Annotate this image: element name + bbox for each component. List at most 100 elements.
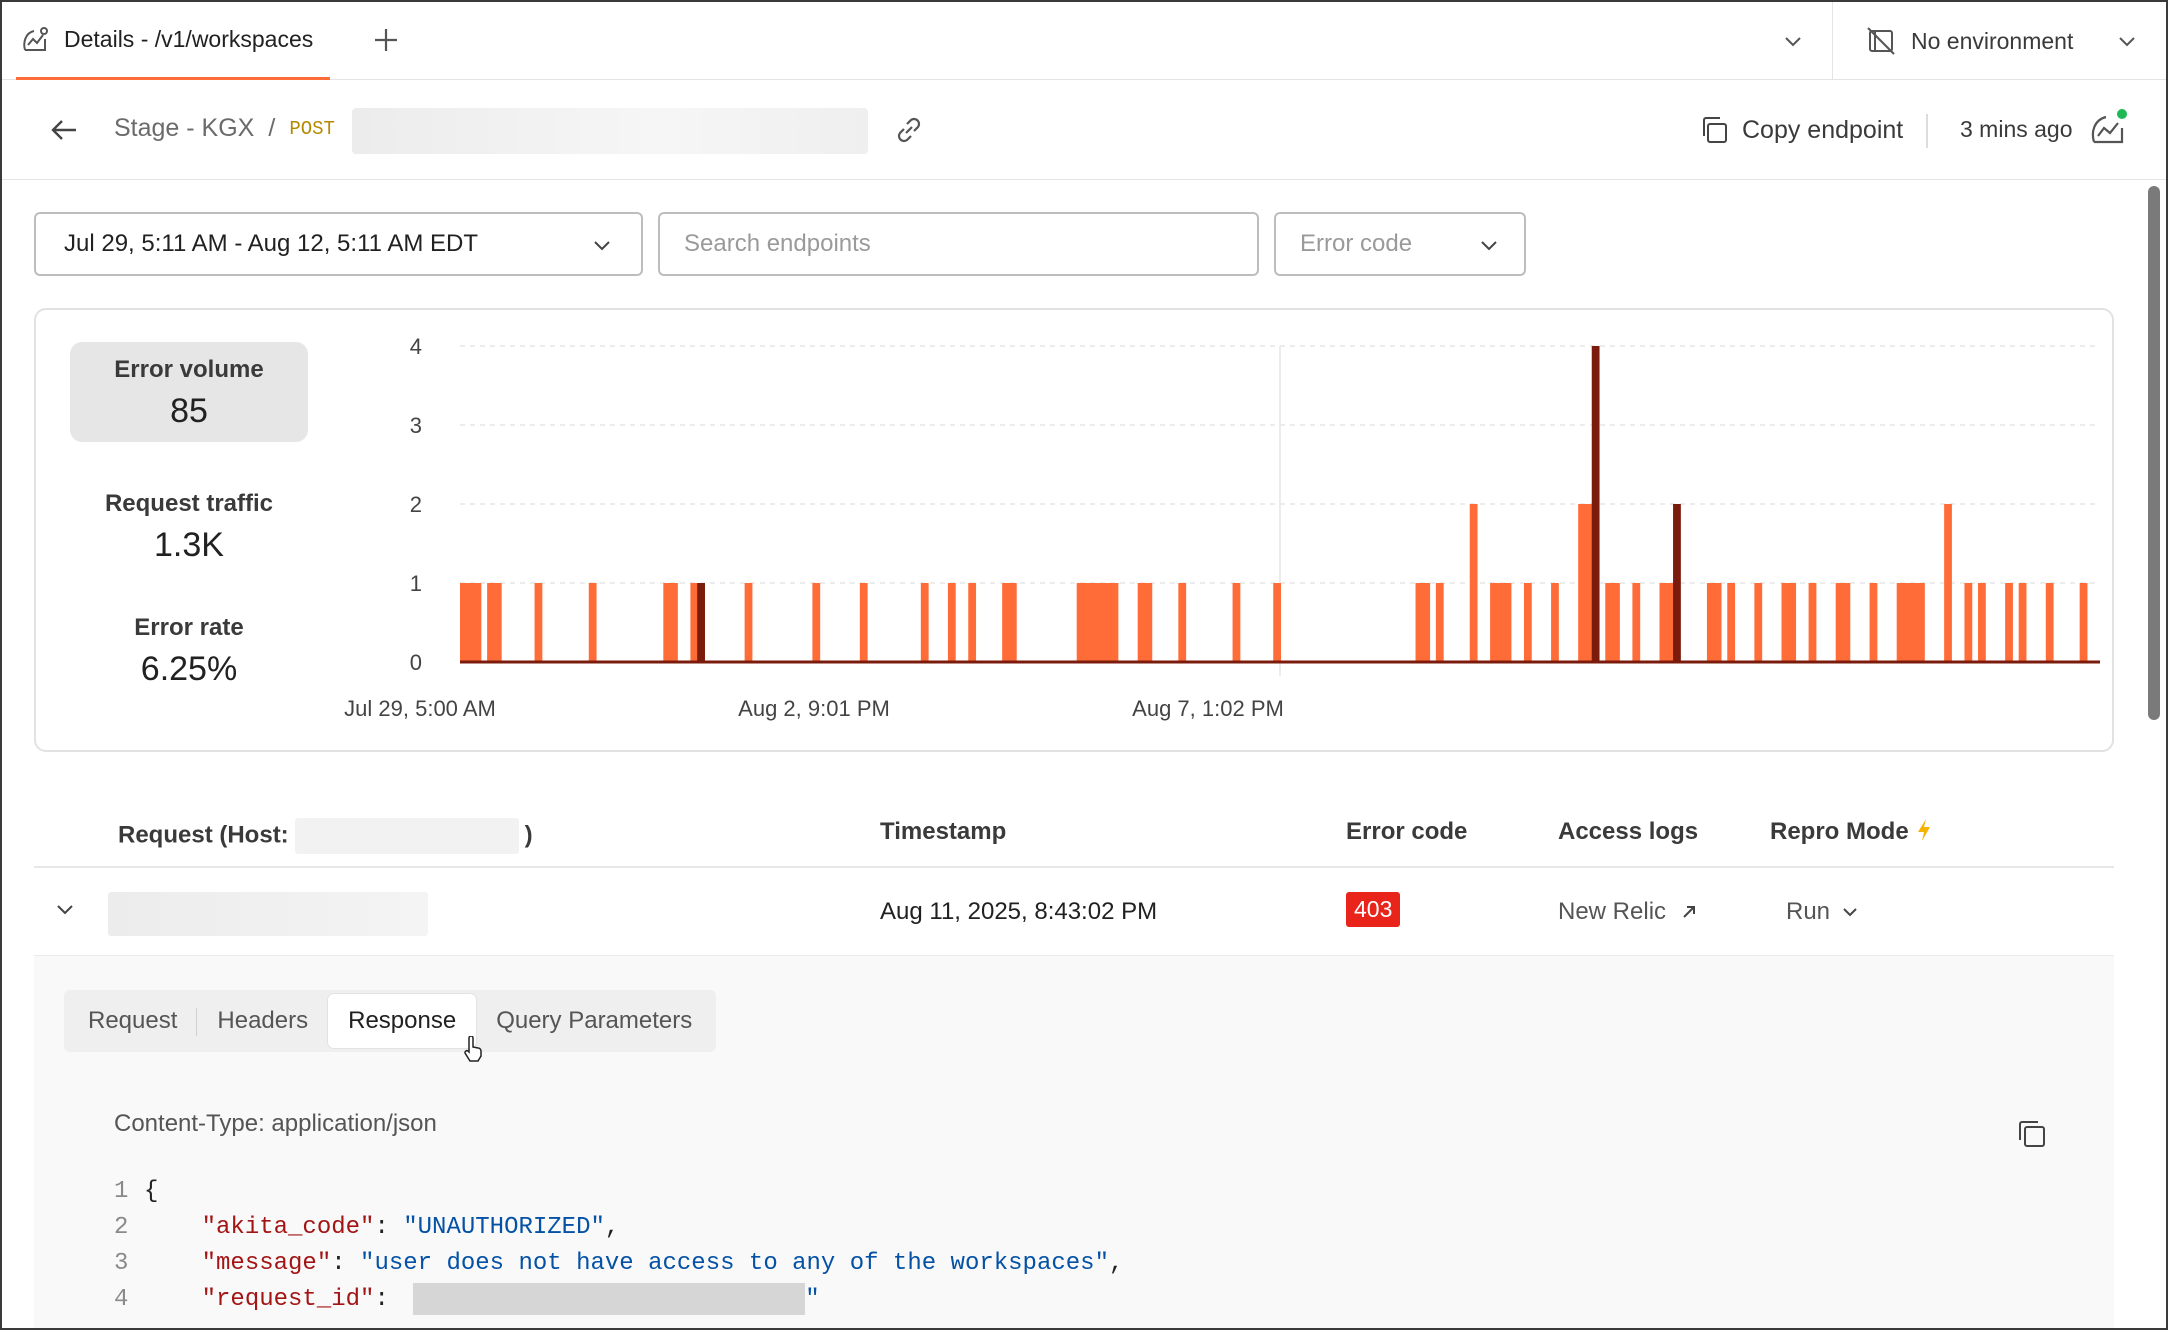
json-key: "akita_code": [201, 1214, 375, 1241]
environment-label: No environment: [1911, 27, 2074, 54]
copy-endpoint-button[interactable]: Copy endpoint: [1698, 114, 1903, 146]
json-key: "message": [201, 1250, 332, 1277]
col-request-label: Request (Host:: [118, 821, 289, 849]
bar: [670, 583, 678, 662]
bar: [1706, 583, 1715, 662]
last-updated: 3 mins ago: [1960, 116, 2073, 142]
bar: [1469, 504, 1478, 662]
tab-request[interactable]: Request: [68, 994, 198, 1048]
environment-selector[interactable]: No environment: [1832, 2, 2166, 80]
col-request: Request (Host:): [118, 818, 533, 854]
error-code-placeholder: Error code: [1300, 230, 1413, 257]
request-traffic-tab[interactable]: Request traffic 1.3K: [70, 490, 308, 565]
col-timestamp[interactable]: Timestamp: [880, 818, 1007, 845]
plus-icon: [375, 29, 397, 51]
bar: [1232, 583, 1241, 662]
tab-details-workspaces[interactable]: Details - /v1/workspaces: [16, 2, 330, 80]
bar: [1578, 504, 1586, 662]
bar: [1659, 583, 1668, 662]
bar: [1137, 583, 1146, 662]
y-tick-label: 3: [410, 413, 422, 438]
bar: [588, 583, 597, 662]
col-error-code[interactable]: Error code: [1346, 818, 1468, 845]
host-redacted: [294, 818, 519, 854]
chevron-down-icon: [1481, 241, 1497, 251]
bar: [1713, 583, 1722, 662]
bar: [1964, 583, 1973, 662]
code-text: {: [144, 1178, 159, 1205]
bar: [812, 583, 821, 662]
error-volume-tab[interactable]: Error volume 85: [70, 342, 308, 442]
scrollbar[interactable]: [2148, 186, 2160, 720]
bar: [690, 583, 699, 662]
tab-label: Details - /v1/workspaces: [64, 26, 314, 52]
back-arrow-icon[interactable]: [46, 112, 82, 148]
tab-response[interactable]: Response: [328, 994, 477, 1048]
new-tab-button[interactable]: [368, 22, 404, 58]
code-line: 2 "akita_code": "UNAUTHORIZED",: [114, 1214, 620, 1241]
bar: [534, 583, 543, 662]
tab-query-parameters[interactable]: Query Parameters: [496, 1007, 693, 1034]
request-path-redacted: [108, 892, 428, 936]
error-rate-tab[interactable]: Error rate 6.25%: [70, 614, 308, 689]
bar: [1673, 504, 1681, 662]
bar: [460, 583, 468, 662]
link-icon[interactable]: [890, 111, 928, 149]
bar: [1835, 583, 1844, 662]
table-row[interactable]: Aug 11, 2025, 8:43:02 PM 403 New Relic R…: [34, 868, 2114, 956]
table-header: Request (Host:) Timestamp Error code Acc…: [34, 802, 2114, 868]
copy-icon[interactable]: [2014, 1116, 2050, 1152]
bar: [1666, 583, 1675, 662]
bar: [2018, 583, 2027, 662]
code-line: 4 "request_id": ": [114, 1282, 1123, 1318]
bar: [947, 583, 956, 662]
monitor-status-icon[interactable]: [2086, 106, 2130, 150]
no-environment-icon: [1867, 27, 1895, 55]
error-code-badge: 403: [1346, 892, 1401, 927]
bar: [1727, 583, 1736, 662]
bar: [1944, 504, 1952, 662]
bar: [487, 583, 495, 662]
breadcrumb-collection[interactable]: Stage - KGX: [114, 114, 255, 142]
date-range-selector[interactable]: Jul 29, 5:11 AM - Aug 12, 5:11 AM EDT: [34, 212, 643, 276]
bar: [1754, 583, 1763, 662]
tab-headers[interactable]: Headers: [217, 1007, 309, 1034]
y-tick-label: 2: [410, 492, 422, 517]
method-badge: POST: [289, 117, 335, 140]
divider: [1926, 114, 1928, 148]
bar: [1083, 583, 1092, 662]
col-repro-mode-label: Repro Mode: [1770, 818, 1909, 845]
bar: [1103, 583, 1112, 662]
bar: [1910, 583, 1919, 662]
detail-tabs: Request Headers Response Query Parameter…: [64, 990, 717, 1052]
bar: [1008, 583, 1017, 662]
col-access-logs: Access logs: [1558, 818, 1699, 845]
search-endpoints-input[interactable]: Search endpoints: [658, 212, 1259, 276]
json-key: "request_id": [201, 1286, 375, 1313]
chevron-down-icon[interactable]: [1778, 26, 1808, 56]
lightning-icon: [1918, 819, 1931, 841]
col-repro-mode: Repro Mode: [1770, 818, 1933, 846]
x-tick-label: Aug 7, 1:02 PM: [1132, 696, 1284, 721]
bar: [1632, 583, 1641, 662]
bar: [473, 583, 482, 662]
search-placeholder: Search endpoints: [684, 230, 871, 257]
bar: [1896, 583, 1905, 662]
bar: [2079, 583, 2088, 662]
error-stats-card: Error volume 85 Request traffic 1.3K Err…: [34, 308, 2114, 752]
error-code-filter[interactable]: Error code: [1274, 212, 1526, 276]
new-relic-link[interactable]: New Relic: [1558, 898, 1698, 926]
request-id-redacted: [413, 1282, 806, 1315]
breadcrumb: Stage - KGX / POST: [114, 114, 335, 143]
chevron-down-icon[interactable]: [52, 896, 78, 922]
bar: [1144, 583, 1153, 662]
error-rate-label: Error rate: [134, 614, 244, 641]
content-type: Content-Type: application/json: [114, 1110, 437, 1137]
bar: [493, 583, 502, 662]
run-repro-button[interactable]: Run: [1786, 898, 1860, 926]
endpoint-url-redacted: [352, 108, 868, 154]
error-rate-value: 6.25%: [140, 650, 238, 688]
copy-icon: [1703, 117, 1727, 143]
bar: [1523, 583, 1532, 662]
json-value: "UNAUTHORIZED": [403, 1214, 605, 1241]
